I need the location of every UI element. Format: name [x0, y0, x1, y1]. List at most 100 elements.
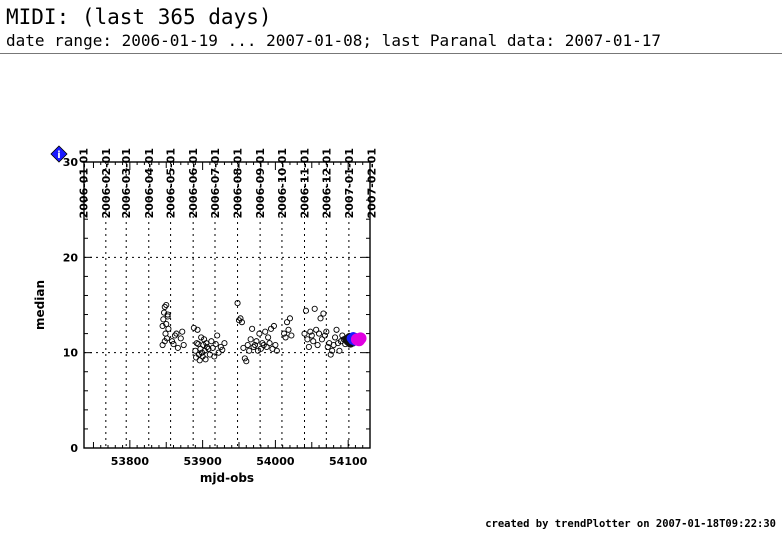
data-point [243, 358, 250, 365]
data-point [301, 330, 308, 337]
data-point [171, 332, 179, 339]
data-point [190, 324, 197, 331]
data-point [323, 328, 330, 335]
data-point [270, 322, 277, 330]
header-divider [0, 53, 782, 54]
data-point [203, 343, 211, 350]
data-point [317, 315, 324, 322]
info-diamond-icon[interactable] [50, 145, 68, 163]
data-point [304, 336, 311, 343]
data-point [174, 344, 181, 351]
data-point [202, 356, 209, 363]
data-point [205, 345, 212, 352]
data-point [247, 336, 254, 343]
data-point [170, 341, 177, 348]
data-point [316, 330, 323, 337]
data-point [164, 311, 171, 318]
date-tick-label: 2007-01-01 [343, 148, 356, 218]
plot-frame [83, 161, 371, 449]
data-point [257, 345, 264, 352]
data-point [193, 340, 200, 347]
data-point [250, 343, 257, 350]
data-point [164, 313, 171, 320]
data-point [302, 307, 310, 314]
data-point [313, 326, 320, 333]
data-point [192, 347, 199, 354]
axis-ticks [84, 161, 370, 449]
data-point [212, 341, 219, 348]
data-point [256, 330, 263, 337]
data-point [161, 309, 168, 316]
date-tick-label: 2006-12-01 [320, 148, 333, 218]
date-tick-label: 2006-01-01 [77, 148, 90, 218]
data-point [241, 355, 248, 362]
y-tick-label: 0 [70, 442, 78, 455]
data-point [327, 351, 334, 358]
x-tick-label: 53800 [111, 455, 150, 468]
data-point [332, 334, 339, 341]
data-point [194, 326, 201, 333]
data-point [263, 343, 270, 350]
data-point [165, 325, 172, 332]
data-point [169, 338, 176, 345]
x-tick-label: 54000 [256, 455, 295, 468]
date-tick-label: 2006-04-01 [143, 148, 156, 218]
date-tick-label: 2007-02-01 [365, 148, 378, 218]
data-point [321, 332, 328, 339]
y-tick-label: 20 [63, 251, 79, 264]
data-point [354, 332, 367, 345]
data-point [336, 347, 343, 354]
footer-credit: created by trendPlotter on 2007-01-18T09… [485, 518, 776, 530]
data-point [161, 338, 168, 345]
data-point [177, 335, 184, 342]
info-marker-label: i [57, 150, 60, 161]
data-point [307, 328, 314, 335]
y-tick-label: 30 [63, 156, 79, 169]
x-tick-label: 54100 [329, 455, 368, 468]
data-point [288, 332, 295, 339]
data-point [240, 344, 247, 351]
data-point [237, 315, 244, 322]
data-point [211, 353, 218, 360]
data-point [265, 334, 272, 341]
date-tick-label: 2006-05-01 [165, 148, 178, 218]
data-point [314, 341, 321, 349]
data-point [238, 319, 245, 326]
data-point [249, 325, 256, 332]
data-point [318, 336, 326, 343]
x-axis-label: mjd-obs [200, 471, 254, 485]
data-point [161, 303, 168, 310]
y-axis-label: median [33, 280, 47, 330]
date-range-subtitle: date range: 2006-01-19 ... 2007-01-08; l… [6, 31, 662, 50]
date-tick-label: 2006-02-01 [100, 148, 113, 218]
date-tick-label: 2006-09-01 [254, 148, 267, 218]
data-point [266, 340, 273, 347]
data-points [159, 300, 367, 365]
data-point [221, 340, 228, 347]
data-point [214, 332, 221, 339]
data-point [281, 330, 288, 337]
data-point [259, 340, 266, 347]
info-marker[interactable]: i [50, 145, 68, 163]
date-tick-label: 2006-11-01 [299, 148, 312, 218]
data-point [160, 316, 167, 323]
data-point [234, 300, 241, 307]
data-point [209, 344, 216, 351]
data-point [311, 305, 318, 312]
page-title: MIDI: (last 365 days) [6, 5, 272, 29]
x-tick-label: 53900 [183, 455, 222, 468]
data-point [196, 357, 203, 364]
data-point [208, 338, 215, 345]
tick-labels: 2006-01-01 2006-02-01 2006-03-01 2006-04-01… [63, 148, 379, 468]
data-point [272, 341, 279, 349]
data-point [244, 341, 251, 349]
y-tick-label: 10 [63, 347, 79, 360]
date-tick-label: 2006-06-01 [187, 148, 200, 218]
data-point [253, 338, 260, 345]
data-point [180, 341, 187, 349]
data-point [320, 310, 327, 317]
data-point [163, 301, 170, 309]
data-point [267, 325, 275, 332]
data-point [193, 354, 200, 361]
